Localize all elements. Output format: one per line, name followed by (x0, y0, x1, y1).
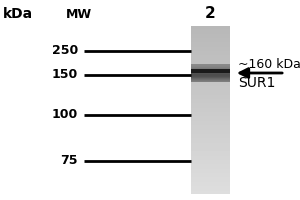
Text: SUR1: SUR1 (238, 76, 276, 90)
Text: 75: 75 (61, 154, 78, 168)
Text: kDa: kDa (3, 7, 33, 21)
Bar (190, 69, 230, 73)
Text: 2: 2 (205, 6, 215, 21)
Text: 250: 250 (52, 45, 78, 58)
Text: MW: MW (66, 7, 92, 21)
Text: 150: 150 (52, 68, 78, 82)
Text: 100: 100 (52, 108, 78, 121)
Text: ~160 kDa: ~160 kDa (238, 58, 300, 71)
